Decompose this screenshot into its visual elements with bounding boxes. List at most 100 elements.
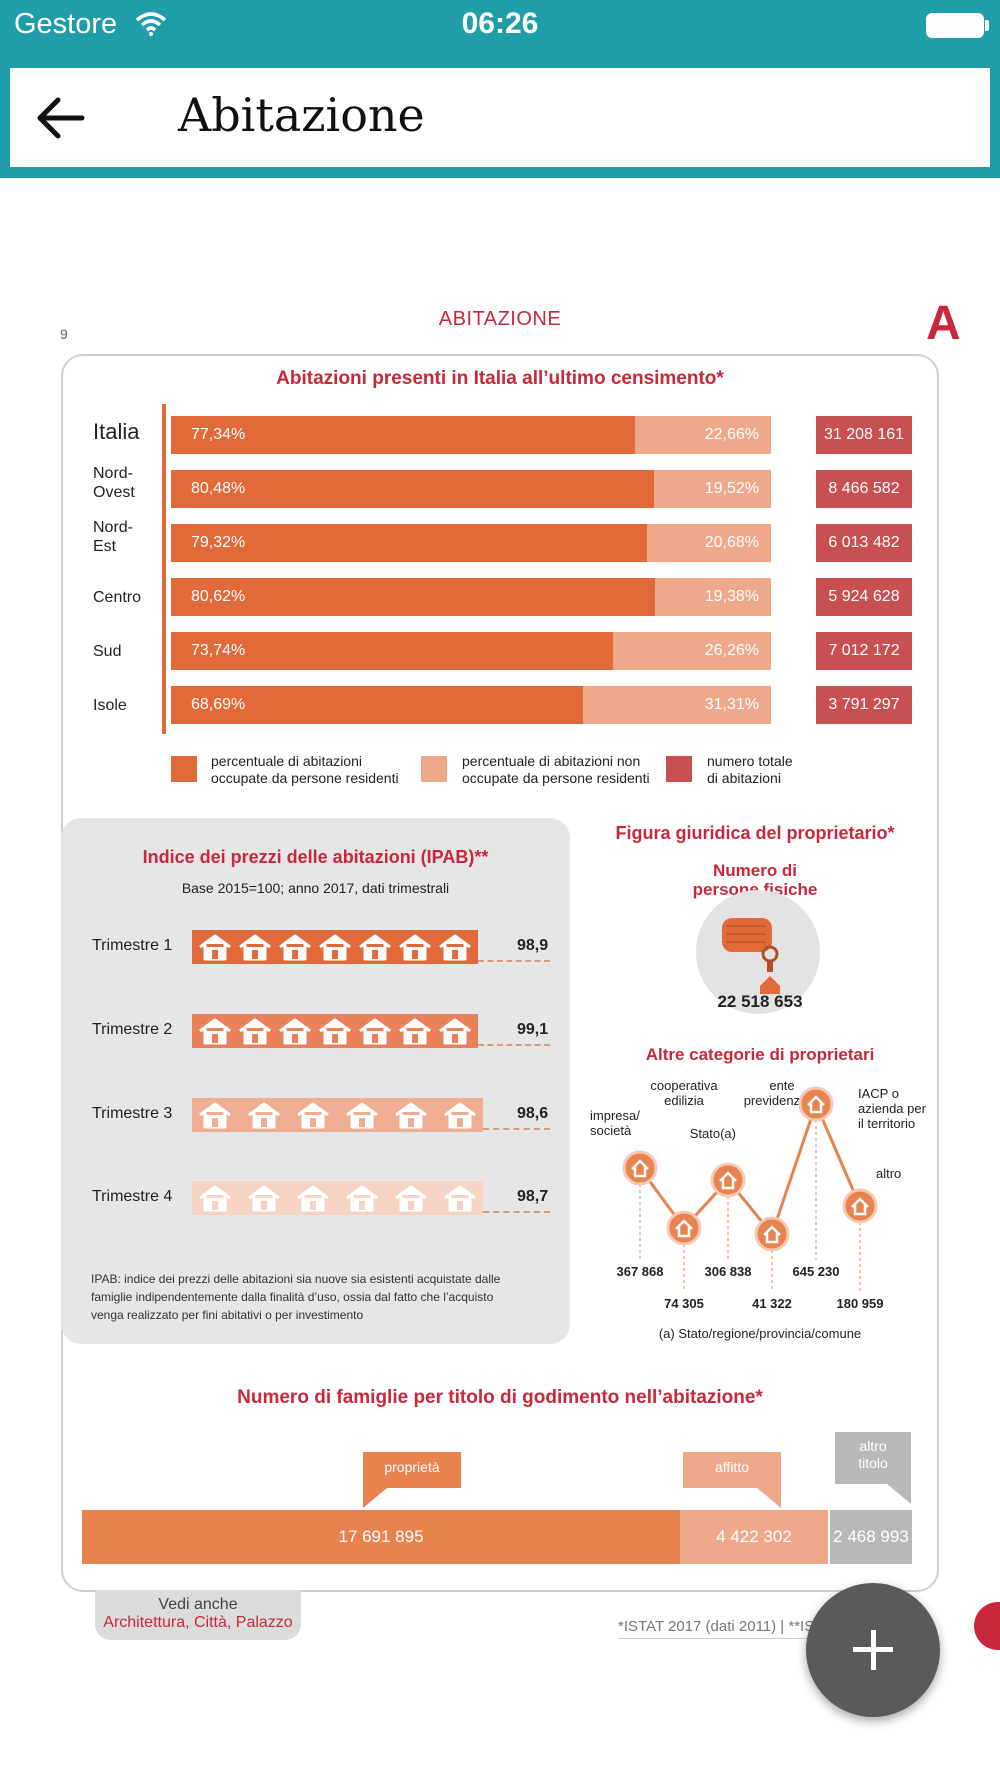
families-segment: 2 468 993	[830, 1510, 912, 1564]
battery-tip	[985, 20, 989, 31]
quarter-house-bar	[192, 1014, 478, 1048]
see-also-box[interactable]: Vedi anche Architettura, Città, Palazzo	[95, 1590, 301, 1640]
house-icon	[719, 1171, 737, 1190]
families-tag-pointer	[363, 1488, 387, 1508]
legend-swatch-unoccupied	[421, 756, 447, 782]
house-icon	[237, 933, 273, 961]
quarter-house-bar	[192, 1098, 483, 1132]
ipab-title: Indice dei prezzi delle abitazioni (IPAB…	[142, 847, 489, 867]
add-fab-button[interactable]	[806, 1583, 940, 1717]
owner-note: (a) Stato/regione/provincia/comune	[658, 1326, 862, 1341]
owner-category-label: Stato(a)	[690, 1126, 736, 1141]
census-bar: 68,69% 31,31%	[171, 686, 771, 724]
house-icon	[344, 1101, 380, 1129]
quarter-dash	[478, 960, 550, 962]
persons-value: 22 518 653	[717, 992, 803, 1011]
families-segment: 17 691 895	[82, 1510, 680, 1564]
owner-categories-chart: impresa/società 367 868 cooperativa edilizi…	[590, 1080, 927, 1311]
legend-swatch-occupied	[171, 756, 197, 782]
families-tag: proprietà	[363, 1452, 461, 1488]
owner-category-value: 41 322	[752, 1296, 792, 1311]
owner-category-label: altro	[876, 1166, 901, 1181]
see-also-links[interactable]: Architettura, Città, Palazzo	[103, 1614, 293, 1631]
legend-unoccupied: percentuale di abitazioni non occupate d…	[462, 753, 650, 786]
owner-category-label: cooperativa edilizia	[650, 1080, 718, 1108]
owner-title: Figura giuridica del proprietario*	[615, 823, 895, 843]
section-header: ABITAZIONE	[438, 308, 562, 330]
back-arrow-icon[interactable]	[36, 96, 86, 140]
ipab-subtitle: Base 2015=100; anno 2017, dati trimestra…	[181, 880, 450, 896]
total-dwellings: 3 791 297	[816, 686, 912, 724]
quarter-value: 98,9	[517, 937, 549, 954]
quarter-label: Trimestre 1	[92, 937, 173, 954]
occupied-percent: 80,48%	[191, 480, 246, 497]
quarter-dash	[483, 1211, 550, 1213]
owner-category-value: 180 959	[837, 1296, 884, 1311]
house-icon	[437, 933, 473, 961]
total-dwellings: 31 208 161	[816, 416, 912, 454]
families-tag-pointer	[757, 1488, 781, 1508]
house-icon	[317, 933, 353, 961]
owner-house-marker	[754, 1216, 790, 1252]
occupied-percent: 73,74%	[191, 642, 246, 659]
quarter-dash	[483, 1128, 550, 1130]
house-icon	[851, 1197, 869, 1216]
house-icon	[295, 1184, 331, 1212]
key-icon	[696, 890, 820, 1014]
quarter-house-bar	[192, 930, 478, 964]
battery-icon	[926, 13, 984, 38]
census-bar-occupied	[171, 632, 614, 670]
house-icon	[317, 1017, 353, 1045]
house-icon	[246, 1101, 282, 1129]
owner-category-value: 74 305	[664, 1296, 704, 1311]
page-tab-marker[interactable]	[974, 1602, 1000, 1650]
census-bar-occupied	[171, 578, 655, 616]
census-bar-occupied	[171, 416, 636, 454]
occupied-percent: 77,34%	[191, 426, 246, 443]
house-icon	[437, 1017, 473, 1045]
nav-container: Abitazione	[0, 56, 1000, 178]
house-icon	[295, 1101, 331, 1129]
families-segment: 4 422 302	[680, 1510, 828, 1564]
occupied-percent: 80,62%	[191, 588, 246, 605]
quarter-dash	[478, 1044, 550, 1046]
census-bar: 73,74% 26,26%	[171, 632, 771, 670]
owner-category-value: 306 838	[705, 1264, 752, 1279]
wifi-icon	[135, 12, 167, 36]
quarter-house-bar	[192, 1181, 483, 1215]
owner-house-marker	[842, 1188, 878, 1224]
ipab-panel	[61, 818, 570, 1344]
families-title: Numero di famiglie per titolo di godimen…	[237, 1387, 763, 1408]
families-tag-pointer	[887, 1484, 911, 1504]
census-bar: 80,62% 19,38%	[171, 578, 771, 616]
house-icon	[277, 1017, 313, 1045]
index-letter: A	[926, 297, 961, 350]
legend-swatch-total	[666, 756, 692, 782]
owner-category-value: 367 868	[617, 1264, 664, 1279]
clock: 06:26	[461, 7, 539, 40]
house-icon	[246, 1184, 282, 1212]
ipab-footnote: IPAB: indice dei prezzi delle abitazioni…	[91, 1272, 501, 1322]
unoccupied-percent: 22,66%	[704, 426, 759, 443]
owner-house-marker	[798, 1086, 834, 1122]
house-icon	[357, 1017, 393, 1045]
census-bar-occupied	[171, 524, 647, 562]
unoccupied-percent: 20,68%	[704, 534, 759, 551]
census-row-label: Isole	[93, 697, 127, 714]
house-icon	[631, 1159, 649, 1178]
house-icon	[277, 933, 313, 961]
occupied-percent: 79,32%	[191, 534, 246, 551]
census-row-label: Centro	[93, 589, 142, 606]
owner-category-label: IACP o azienda per il territorio	[858, 1086, 927, 1131]
families-tag: altro titolo	[835, 1432, 911, 1484]
status-bar: Gestore 06:26	[0, 0, 1000, 56]
house-icon	[197, 1017, 233, 1045]
page-number: 9	[60, 326, 68, 342]
census-title: Abitazioni presenti in Italia all’ultimo…	[276, 368, 724, 389]
house-icon	[397, 933, 433, 961]
families-tag: affitto	[683, 1452, 781, 1488]
census-row-label: Italia	[93, 419, 140, 444]
quarter-value: 98,7	[517, 1188, 549, 1205]
owner-house-marker	[710, 1162, 746, 1198]
census-row-label: Nord- Est	[93, 519, 134, 555]
